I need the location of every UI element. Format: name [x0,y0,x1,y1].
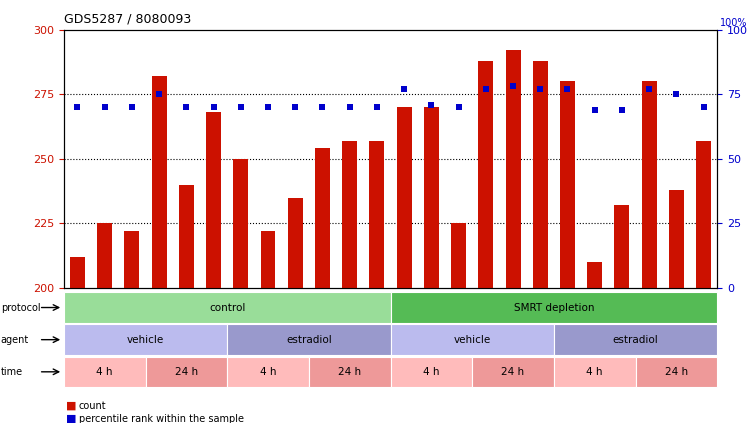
Text: estradiol: estradiol [613,335,659,345]
Text: count: count [79,401,107,411]
Text: ■: ■ [66,414,77,423]
Text: vehicle: vehicle [127,335,164,345]
Bar [560,81,575,288]
Bar [669,190,684,288]
Bar [397,107,412,288]
Text: 4 h: 4 h [96,367,113,377]
Point [71,104,83,110]
Bar [179,185,194,288]
Bar [532,60,547,288]
Point [534,86,546,93]
Point [153,91,165,98]
Text: SMRT depletion: SMRT depletion [514,302,594,313]
Bar [587,262,602,288]
Point [589,106,601,113]
Point [453,104,465,110]
Text: estradiol: estradiol [286,335,332,345]
Text: GDS5287 / 8080093: GDS5287 / 8080093 [64,13,191,26]
Bar [505,50,520,288]
Bar [288,198,303,288]
Point [616,106,628,113]
Point [126,104,138,110]
Bar [641,81,656,288]
Point [344,104,356,110]
Text: 100%: 100% [720,18,747,28]
Text: time: time [1,367,23,377]
Point [235,104,247,110]
Bar [152,76,167,288]
Bar [696,141,711,288]
Point [262,104,274,110]
Point [643,86,655,93]
Point [698,104,710,110]
Bar [478,60,493,288]
Text: 4 h: 4 h [260,367,276,377]
Bar [261,231,276,288]
Text: 24 h: 24 h [175,367,198,377]
Point [507,83,519,90]
Text: ■: ■ [66,401,77,411]
Point [425,101,437,108]
Bar [125,231,140,288]
Text: agent: agent [1,335,29,345]
Text: 24 h: 24 h [665,367,688,377]
Point [398,86,410,93]
Point [289,104,301,110]
Bar [234,159,249,288]
Bar [424,107,439,288]
Bar [97,223,112,288]
Text: percentile rank within the sample: percentile rank within the sample [79,414,244,423]
Text: 24 h: 24 h [502,367,525,377]
Text: vehicle: vehicle [454,335,491,345]
Point [316,104,328,110]
Bar [315,148,330,288]
Text: 4 h: 4 h [587,367,603,377]
Text: 24 h: 24 h [338,367,361,377]
Point [562,86,574,93]
Point [371,104,383,110]
Point [180,104,192,110]
Point [207,104,219,110]
Bar [206,113,221,288]
Bar [369,141,385,288]
Bar [614,205,629,288]
Point [671,91,683,98]
Point [98,104,110,110]
Bar [70,257,85,288]
Text: protocol: protocol [1,302,41,313]
Point [480,86,492,93]
Bar [451,223,466,288]
Bar [342,141,357,288]
Text: control: control [209,302,246,313]
Text: 4 h: 4 h [423,367,439,377]
